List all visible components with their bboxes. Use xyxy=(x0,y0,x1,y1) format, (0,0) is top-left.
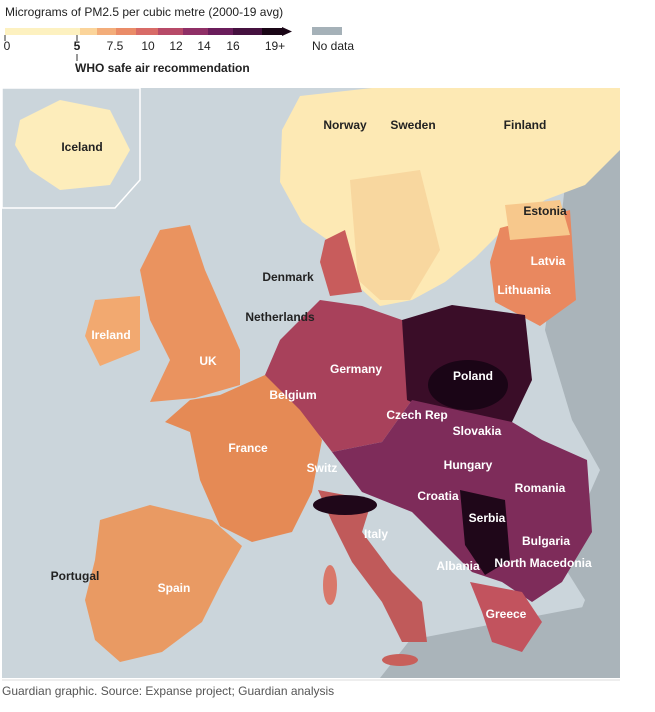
no-data-swatch xyxy=(312,27,342,35)
country-label: Poland xyxy=(453,369,493,383)
country-label: Slovakia xyxy=(453,424,502,438)
country-label: North Macedonia xyxy=(494,556,592,570)
country-label: Latvia xyxy=(531,254,566,268)
who-note: WHO safe air recommendation xyxy=(75,61,250,75)
no-data-label: No data xyxy=(312,39,354,53)
country-label: Belgium xyxy=(269,388,316,402)
country-label: Lithuania xyxy=(497,283,551,297)
country-label: Finland xyxy=(504,118,547,132)
country-label: Portugal xyxy=(51,569,100,583)
country-label: Bulgaria xyxy=(522,534,570,548)
country-label: Serbia xyxy=(469,511,506,525)
color-scale xyxy=(4,27,292,61)
country-label: Hungary xyxy=(444,458,493,472)
country-label: Albania xyxy=(436,559,480,573)
scale-tick: 7.5 xyxy=(107,39,124,53)
country-label: Croatia xyxy=(417,489,459,503)
country-label: Czech Rep xyxy=(386,408,447,422)
scale-tick: 10 xyxy=(141,39,155,53)
country-label: Ireland xyxy=(91,328,130,342)
country-label: France xyxy=(228,441,268,455)
map xyxy=(1,87,620,678)
country-label: Switz xyxy=(307,461,338,475)
country-label: Norway xyxy=(323,118,367,132)
legend-title: Micrograms of PM2.5 per cubic metre (200… xyxy=(5,5,283,19)
country-label: Italy xyxy=(364,527,388,541)
country-label: Netherlands xyxy=(245,310,315,324)
source-note: Guardian graphic. Source: Expanse projec… xyxy=(2,684,334,698)
scale-tick: 16 xyxy=(226,39,240,53)
country-label: Estonia xyxy=(523,204,567,218)
country-label: Denmark xyxy=(262,270,314,284)
scale-tick: 5 xyxy=(74,39,81,53)
country-label: Germany xyxy=(330,362,382,376)
scale-tick: 14 xyxy=(197,39,211,53)
country-label: Greece xyxy=(486,607,527,621)
country-label: Iceland xyxy=(61,140,102,154)
country-label: UK xyxy=(199,354,217,368)
scale-tick: 0 xyxy=(4,39,11,53)
scale-tick: 19+ xyxy=(265,39,285,53)
country-label: Romania xyxy=(515,481,566,495)
country-label: Sweden xyxy=(390,118,435,132)
country-label: Spain xyxy=(158,581,191,595)
scale-tick: 12 xyxy=(169,39,183,53)
